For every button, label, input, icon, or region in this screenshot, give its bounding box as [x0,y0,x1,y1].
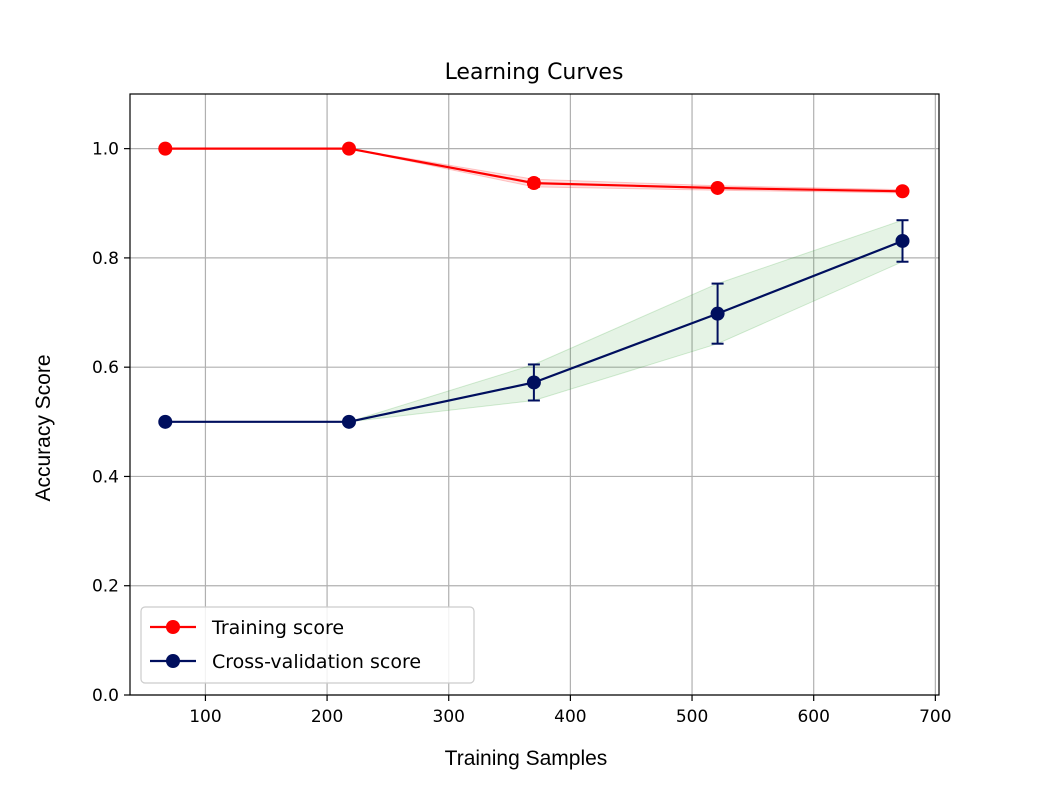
y-axis-label: Accuracy Score [32,354,55,501]
data-point [895,184,910,199]
axis-ticks: 100 200 300 400 500 600 700 0.0 0.2 0.4 0.6 0.8 1.0 [92,140,952,727]
x-tick-label: 300 [433,707,465,727]
x-tick-label: 200 [311,707,343,727]
y-tick-label: 0.8 [92,249,119,269]
plot-frame [129,93,940,696]
data-point [341,141,356,156]
x-tick-label: 700 [919,707,951,727]
data-point [526,176,541,191]
data-point [158,141,173,156]
data-point [158,414,173,429]
data-point [526,375,541,390]
y-tick-label: 1.0 [92,140,119,160]
y-tick-label: 0.6 [92,358,119,378]
y-tick-label: 0.0 [92,686,119,706]
chart-title: Learning Curves [445,60,624,85]
series-lines [158,141,910,429]
data-point [341,414,356,429]
legend-box [140,606,475,684]
x-tick-label: 600 [797,707,829,727]
legend-label-1: Cross-validation score [212,651,421,673]
x-tick-label: 100 [189,707,221,727]
x-axis-label: Training Samples [445,747,608,770]
legend: Training score Cross-validation score [140,606,475,684]
y-tick-label: 0.4 [92,467,119,487]
series-1 [158,219,910,429]
y-tick-label: 0.2 [92,577,119,597]
x-tick-label: 500 [676,707,708,727]
data-point [710,180,725,195]
series-0 [158,141,910,199]
legend-marker-0 [166,620,180,634]
data-point [710,306,725,321]
legend-marker-1 [166,654,180,668]
x-tick-label: 400 [554,707,586,727]
data-point [895,233,910,248]
grid-lines [130,94,939,696]
legend-label-0: Training score [211,617,344,639]
